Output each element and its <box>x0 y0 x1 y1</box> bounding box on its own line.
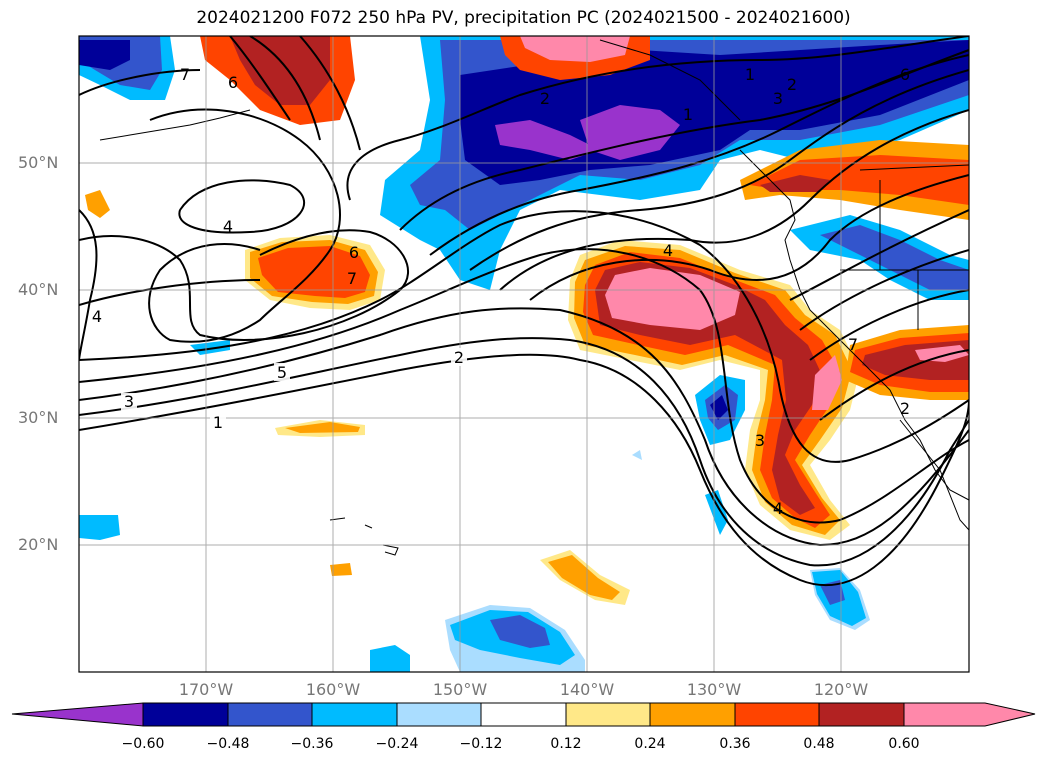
lon-label-120w: 120°W <box>813 680 869 699</box>
contour-label: 2 <box>787 75 797 94</box>
colorbar <box>11 702 1036 727</box>
colorbar-tick: −0.48 <box>206 736 250 752</box>
contour-label: 6 <box>900 65 910 84</box>
contour-label: 4 <box>223 217 233 236</box>
colorbar-swatch <box>142 702 229 727</box>
contour-label: 2 <box>900 399 910 418</box>
lon-label-130w: 130°W <box>686 680 742 699</box>
contour-label: 2 <box>540 89 550 108</box>
contour-label: 4 <box>773 499 783 518</box>
gridlines <box>79 36 969 672</box>
colorbar-tick: −0.12 <box>459 736 503 752</box>
contour-label: 3 <box>773 89 783 108</box>
contour-label: 6 <box>349 243 359 262</box>
colorbar-tick: 0.48 <box>803 736 835 752</box>
lat-label-50n: 50°N <box>18 153 59 172</box>
colorbar-swatch <box>311 702 398 727</box>
contour-label: 3 <box>124 392 134 411</box>
contour-label: 3 <box>755 431 765 450</box>
coastlines <box>99 39 969 556</box>
chart-title: 2024021200 F072 250 hPa PV, precipitatio… <box>196 8 851 28</box>
contour-label: 7 <box>180 65 190 84</box>
lon-label-160w: 160°W <box>305 680 361 699</box>
contour-label: 1 <box>683 105 693 124</box>
contour-label: 7 <box>347 269 357 288</box>
lon-label-140w: 140°W <box>559 680 615 699</box>
colorbar-tick: −0.60 <box>121 736 165 752</box>
colorbar-tick: −0.36 <box>290 736 334 752</box>
contour-label: 4 <box>663 241 673 260</box>
colorbar-tick: 0.12 <box>550 736 582 752</box>
contour-label: 5 <box>277 363 287 382</box>
contour-label: 7 <box>848 335 858 354</box>
lon-label-170w: 170°W <box>178 680 234 699</box>
lat-label-30n: 30°N <box>18 408 59 427</box>
contour-labels: 1 2 3 4 5 6 7 7 6 4 4 3 2 1 2 3 6 7 2 4 … <box>92 65 910 518</box>
colorbar-extend-high <box>903 702 1036 727</box>
lon-label-150w: 150°W <box>432 680 488 699</box>
colorbar-tick: 0.24 <box>634 736 666 752</box>
colorbar-swatch <box>649 702 736 727</box>
colorbar-tick: 0.36 <box>719 736 751 752</box>
contour-label: 2 <box>454 348 464 367</box>
colorbar-swatch <box>565 702 651 727</box>
lat-label-40n: 40°N <box>18 280 59 299</box>
colorbar-swatch <box>227 702 313 727</box>
contour-label: 1 <box>213 413 223 432</box>
colorbar-swatch <box>396 702 482 727</box>
colorbar-swatch <box>818 702 905 727</box>
contour-label: 4 <box>92 307 102 326</box>
contour-label: 1 <box>745 65 755 84</box>
pv-contours <box>79 36 969 586</box>
colorbar-swatch <box>480 702 567 727</box>
colorbar-tick: 0.60 <box>888 736 920 752</box>
plot-frame <box>78 35 970 673</box>
colorbar-swatch <box>734 702 820 727</box>
colorbar-tick: −0.24 <box>375 736 419 752</box>
contour-label: 6 <box>228 73 238 92</box>
colorbar-extend-low <box>11 702 144 727</box>
lat-label-20n: 20°N <box>18 535 59 554</box>
